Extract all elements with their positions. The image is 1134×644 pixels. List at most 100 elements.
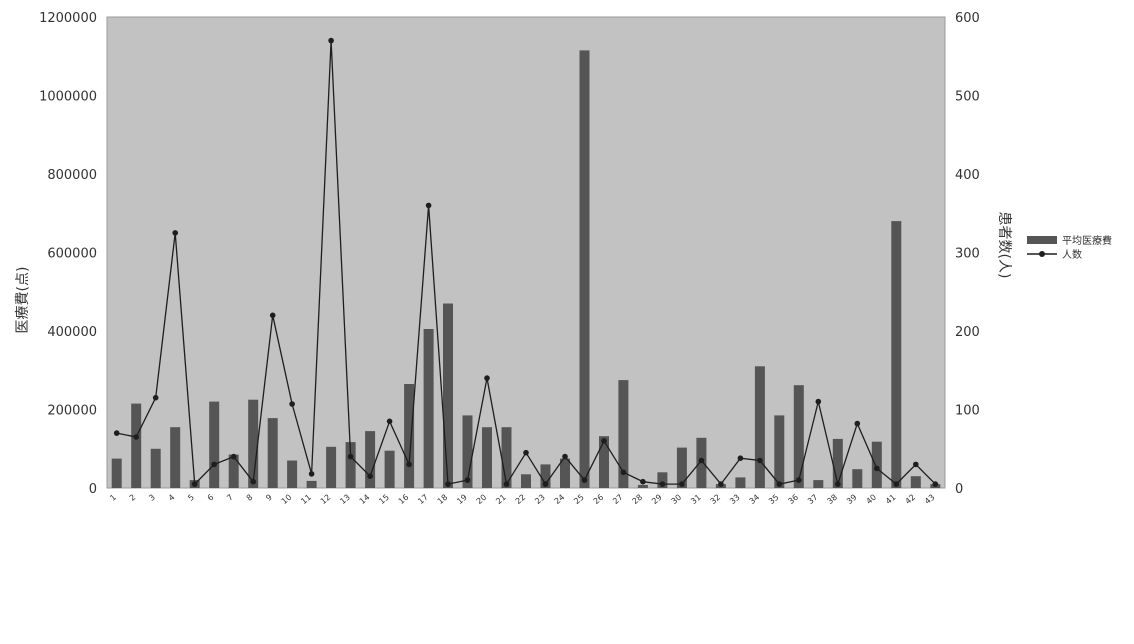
x-tick-label: 42 bbox=[903, 493, 917, 506]
line-point bbox=[445, 481, 451, 487]
x-tick-label: 18 bbox=[436, 493, 450, 506]
x-tick-label: 1 bbox=[108, 493, 118, 503]
line-point bbox=[289, 401, 295, 407]
line-point bbox=[893, 481, 900, 487]
x-tick-label: 19 bbox=[455, 493, 469, 506]
x-tick-label: 37 bbox=[806, 493, 820, 506]
line-point bbox=[152, 394, 159, 401]
x-tick-label: 40 bbox=[864, 493, 878, 506]
legend-swatch-bar bbox=[1027, 236, 1057, 244]
bar bbox=[306, 480, 317, 488]
bar bbox=[832, 438, 843, 488]
bar bbox=[150, 448, 161, 489]
bar bbox=[793, 385, 804, 488]
line-point bbox=[113, 430, 120, 436]
line-point bbox=[737, 455, 744, 462]
x-tick-label: 20 bbox=[475, 493, 489, 506]
x-tick-label: 22 bbox=[514, 493, 528, 506]
line-point bbox=[406, 461, 412, 468]
line-point bbox=[640, 478, 646, 485]
y-tick-label: 1000000 bbox=[39, 90, 97, 105]
legend-label-line: 人数 bbox=[1062, 248, 1082, 261]
x-tick-label: 28 bbox=[631, 493, 645, 506]
line-layer bbox=[113, 37, 939, 487]
bar bbox=[560, 458, 570, 488]
x-tick-label: 7 bbox=[225, 493, 235, 503]
line-point bbox=[698, 457, 705, 464]
x-tick-label: 23 bbox=[533, 493, 547, 506]
x-tick-label: 2 bbox=[128, 493, 138, 503]
x-tick-label: 10 bbox=[280, 493, 294, 506]
bar bbox=[384, 450, 395, 488]
line-point bbox=[874, 465, 880, 472]
line-point bbox=[328, 37, 334, 44]
bar bbox=[267, 418, 278, 488]
line-point bbox=[718, 481, 724, 487]
y2-tick-label: 300 bbox=[955, 247, 980, 262]
y-tick-label: 1200000 bbox=[39, 11, 97, 26]
bar bbox=[365, 431, 376, 488]
x-tick-label: 24 bbox=[553, 493, 567, 506]
line-point bbox=[386, 418, 393, 425]
x-tick-label: 8 bbox=[245, 493, 255, 503]
bar bbox=[637, 484, 648, 488]
bar bbox=[501, 427, 512, 488]
x-tick-label: 17 bbox=[416, 493, 430, 506]
y2-axis-title: 患者数(人) bbox=[996, 212, 1012, 279]
line-point bbox=[464, 477, 471, 483]
legend-label-bar: 平均医療費 bbox=[1062, 234, 1112, 247]
x-tick-label: 16 bbox=[397, 493, 411, 506]
y2-tick-label: 400 bbox=[955, 168, 980, 183]
y-tick-label: 800000 bbox=[47, 168, 97, 183]
x-tick-label: 21 bbox=[494, 493, 508, 506]
line-point bbox=[367, 473, 373, 480]
x-tick-label: 35 bbox=[767, 493, 781, 506]
legend-marker bbox=[1039, 251, 1045, 257]
bar bbox=[618, 380, 629, 488]
y2-tick-label: 0 bbox=[955, 482, 963, 497]
line-point bbox=[796, 477, 802, 483]
line-point bbox=[133, 434, 139, 440]
x-tick-label: 3 bbox=[147, 493, 157, 503]
x-tick-label: 43 bbox=[923, 493, 937, 506]
line-point bbox=[269, 312, 276, 319]
line-point bbox=[913, 461, 919, 468]
x-tick-label: 38 bbox=[825, 493, 839, 506]
bar bbox=[676, 447, 687, 488]
line-point bbox=[659, 481, 666, 487]
x-tick-label: 6 bbox=[206, 493, 216, 503]
bar bbox=[228, 454, 239, 488]
x-tick-label: 13 bbox=[338, 493, 352, 506]
x-axis: 1 2 3 4 5 6 7 8 9 10 11 12 13 14 15 16 17 18 19 20 21 22 23 24 2… bbox=[108, 493, 936, 506]
bar bbox=[248, 399, 259, 488]
bar bbox=[521, 474, 531, 488]
y-axis-right: 0 100 200 300 400 500 600 bbox=[955, 11, 980, 497]
line-point bbox=[172, 230, 178, 236]
line-point bbox=[562, 453, 568, 460]
bar bbox=[813, 480, 824, 488]
line-point bbox=[815, 398, 822, 405]
x-tick-label: 39 bbox=[845, 493, 859, 506]
bar bbox=[111, 458, 122, 488]
y-axis-left: 0 200000 400000 600000 800000 1000000 1200000 bbox=[39, 11, 97, 497]
x-tick-label: 32 bbox=[709, 493, 723, 506]
y2-tick-label: 500 bbox=[955, 90, 980, 105]
line-point bbox=[484, 375, 490, 381]
x-tick-label: 5 bbox=[186, 493, 196, 503]
bar bbox=[579, 50, 590, 489]
line-point bbox=[835, 481, 841, 487]
bar bbox=[326, 446, 337, 488]
bar bbox=[599, 436, 609, 488]
line-point bbox=[601, 438, 607, 444]
line-point bbox=[230, 453, 237, 460]
plot-area bbox=[106, 16, 946, 489]
bar bbox=[852, 469, 863, 488]
bar bbox=[774, 415, 785, 488]
line-point bbox=[503, 481, 510, 487]
x-tick-label: 11 bbox=[299, 493, 313, 506]
y-tick-label: 0 bbox=[89, 482, 97, 497]
x-tick-label: 27 bbox=[611, 493, 625, 506]
x-tick-label: 34 bbox=[748, 493, 762, 506]
bar bbox=[462, 415, 473, 488]
